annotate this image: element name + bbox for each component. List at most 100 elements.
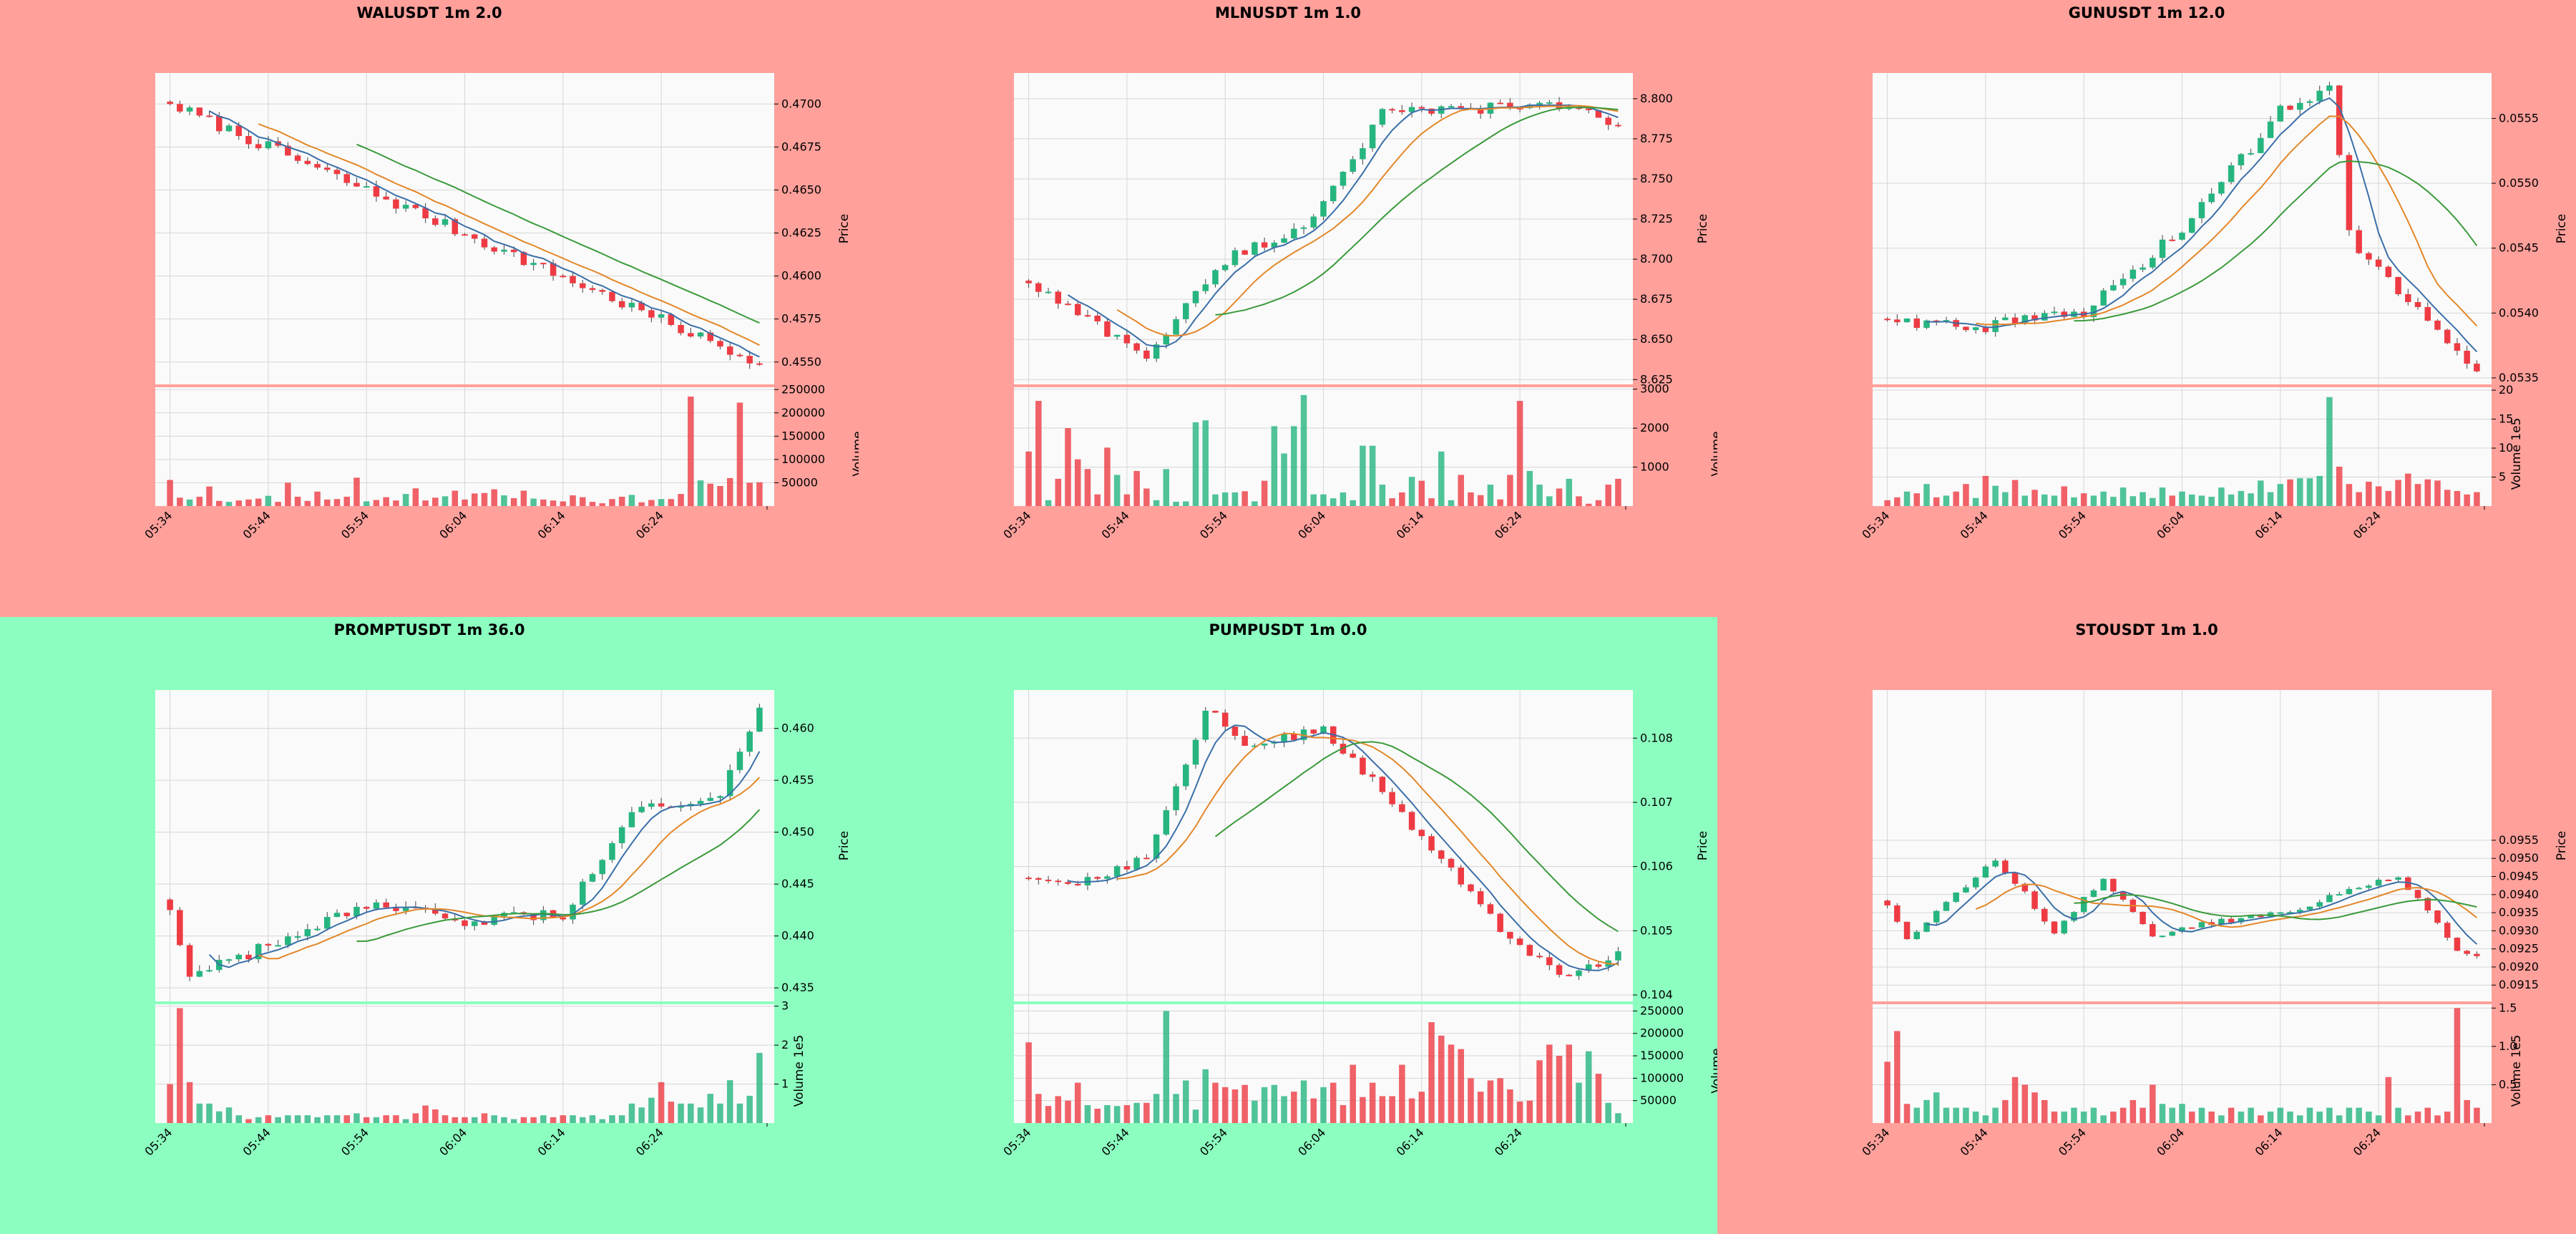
candle-body [412,205,419,208]
volume-bar [678,494,684,506]
candle-body [363,186,370,188]
candle-body [580,283,586,288]
candle-body [343,913,350,916]
volume-bar [314,491,321,506]
volume-bar [520,1117,527,1123]
volume-bar [1163,1011,1170,1123]
volume-bar [658,499,665,506]
candle-body [628,812,635,827]
candle-body [2011,873,2019,884]
candle-body [2100,290,2107,306]
candle-body [501,249,507,252]
candle-body [2218,918,2225,926]
candle-body [2346,888,2353,895]
price-tick-label: 0.0915 [2499,978,2539,991]
candle-body [2297,910,2303,913]
candle-body [167,102,173,105]
volume-bar [2414,484,2421,506]
candle-body [2218,182,2225,194]
volume-bar [1458,475,1464,506]
candle-body [1055,291,1062,304]
volume-tick-label: 1 [781,1077,789,1091]
volume-bar [1507,475,1513,506]
volume-bar [2366,481,2372,506]
volume-bar [1084,469,1091,506]
volume-bar [1221,492,1229,506]
candle-body [1418,830,1425,837]
volume-bar [550,1117,557,1123]
moving-average-line [258,777,761,960]
volume-bar [2198,495,2205,506]
candle-body [452,219,459,235]
volume-bar [2071,1107,2077,1123]
volume-bar [2287,1111,2293,1123]
candle-body [1153,344,1160,359]
volume-bar [648,1097,655,1123]
candle-body [618,301,625,308]
candle-body [1340,171,1347,186]
volume-bar [510,497,517,506]
candle-body [668,314,675,325]
volume-bar [2464,1099,2470,1123]
candle-body [177,104,183,112]
volume-bar [1903,1104,1911,1123]
candle-body [1992,860,1999,867]
candle-body [589,288,596,291]
volume-bar [599,503,605,506]
volume-bar [373,1117,380,1123]
volume-bar [491,1115,497,1123]
volume-bar [235,1115,242,1123]
candle-body [2090,305,2097,317]
volume-bar [2110,1111,2117,1123]
candle-body [422,208,429,218]
volume-bar [1448,500,1455,506]
volume-bar [1320,1087,1327,1123]
volume-bar [1516,401,1523,506]
volume-bar [452,490,459,506]
moving-average-line [258,123,760,346]
candle-body [1884,900,1890,905]
candle-body [1526,945,1533,956]
chart-title-gunusdt: GUNUSDT 1m 12.0 [2068,4,2225,21]
candle-body [1291,733,1297,740]
volume-bar [462,1117,468,1123]
candle-body [2336,85,2343,155]
candle-body [707,332,714,341]
candle-body [1192,739,1199,765]
volume-bar [1173,502,1179,506]
candle-body [1212,710,1219,713]
moving-average-line [1116,105,1619,337]
volume-bar [736,1103,743,1123]
candle-body [1585,108,1592,110]
volume-tick-label: 250000 [1640,1004,1684,1017]
moving-average-line [1926,871,2478,945]
volume-tick-label: 200000 [781,406,825,419]
volume-bar [2100,491,2107,506]
volume-bar [1913,493,1921,506]
volume-bar [2474,1107,2480,1123]
price-tick-label: 8.625 [1640,372,1673,386]
volume-bar [2346,484,2353,506]
volume-bar [432,1109,439,1123]
candle-body [1350,753,1356,758]
volume-bar [2169,1107,2176,1123]
price-tick-label: 0.450 [781,825,814,839]
candle-body [304,929,311,937]
volume-bar [1923,1099,1930,1123]
candle-body [215,116,223,132]
volume-bar [1903,491,1911,506]
volume-bar [570,1115,576,1123]
candle-body [2169,239,2176,241]
price-tick-label: 0.0540 [2499,306,2539,319]
volume-bar [1192,1109,1199,1123]
candle-body [206,970,213,972]
volume-bar [688,1103,694,1123]
volume-bar [2454,490,2461,506]
candle-body [265,141,272,149]
candle-body [1497,102,1503,105]
price-tick-label: 0.435 [781,981,814,994]
volume-bar [1615,1113,1621,1123]
volume-tick-label: 50000 [1640,1094,1677,1107]
volume-bar [412,488,419,506]
volume-bar [2188,494,2195,506]
